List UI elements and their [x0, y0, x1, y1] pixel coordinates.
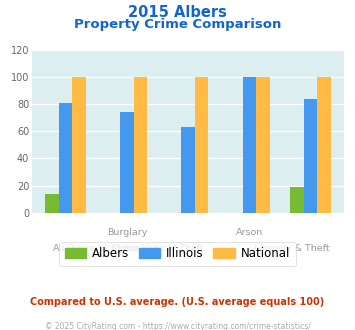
- Bar: [120, 112, 133, 213]
- Legend: Albers, Illinois, National: Albers, Illinois, National: [59, 242, 296, 266]
- Text: Property Crime Comparison: Property Crime Comparison: [74, 18, 281, 31]
- Text: Compared to U.S. average. (U.S. average equals 100): Compared to U.S. average. (U.S. average …: [31, 297, 324, 307]
- Bar: [195, 77, 208, 213]
- Bar: [317, 77, 331, 213]
- Text: 2015 Albers: 2015 Albers: [128, 5, 227, 20]
- Bar: [45, 194, 59, 213]
- Bar: [304, 98, 317, 213]
- Text: Motor Vehicle Theft: Motor Vehicle Theft: [111, 244, 203, 253]
- Text: Burglary: Burglary: [107, 228, 147, 237]
- Bar: [59, 103, 72, 213]
- Text: Larceny & Theft: Larceny & Theft: [255, 244, 330, 253]
- Bar: [243, 77, 256, 213]
- Bar: [256, 77, 269, 213]
- Bar: [181, 127, 195, 213]
- Text: © 2025 CityRating.com - https://www.cityrating.com/crime-statistics/: © 2025 CityRating.com - https://www.city…: [45, 322, 310, 330]
- Bar: [290, 187, 304, 213]
- Bar: [72, 77, 86, 213]
- Text: All Property Crime: All Property Crime: [53, 244, 140, 253]
- Text: Arson: Arson: [236, 228, 263, 237]
- Bar: [133, 77, 147, 213]
